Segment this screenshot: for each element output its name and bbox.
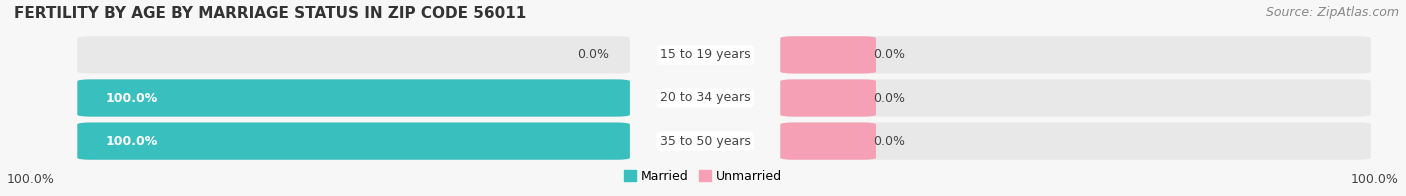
Text: 0.0%: 0.0% xyxy=(873,48,905,61)
Text: 0.0%: 0.0% xyxy=(576,48,609,61)
FancyBboxPatch shape xyxy=(77,122,630,160)
Text: 15 to 19 years: 15 to 19 years xyxy=(659,48,751,61)
Legend: Married, Unmarried: Married, Unmarried xyxy=(619,165,787,188)
FancyBboxPatch shape xyxy=(780,36,876,74)
FancyBboxPatch shape xyxy=(780,122,876,160)
Text: 0.0%: 0.0% xyxy=(873,92,905,104)
Text: Source: ZipAtlas.com: Source: ZipAtlas.com xyxy=(1265,6,1399,19)
Text: 0.0%: 0.0% xyxy=(873,135,905,148)
FancyBboxPatch shape xyxy=(77,79,630,117)
FancyBboxPatch shape xyxy=(77,79,630,117)
FancyBboxPatch shape xyxy=(780,79,876,117)
Text: 100.0%: 100.0% xyxy=(1351,173,1399,186)
FancyBboxPatch shape xyxy=(780,122,1371,160)
FancyBboxPatch shape xyxy=(77,36,630,74)
Text: 100.0%: 100.0% xyxy=(7,173,55,186)
Text: 35 to 50 years: 35 to 50 years xyxy=(659,135,751,148)
FancyBboxPatch shape xyxy=(77,122,630,160)
Text: 20 to 34 years: 20 to 34 years xyxy=(659,92,751,104)
FancyBboxPatch shape xyxy=(780,79,1371,117)
FancyBboxPatch shape xyxy=(780,36,1371,74)
Text: FERTILITY BY AGE BY MARRIAGE STATUS IN ZIP CODE 56011: FERTILITY BY AGE BY MARRIAGE STATUS IN Z… xyxy=(14,6,526,21)
Text: 100.0%: 100.0% xyxy=(105,135,157,148)
Text: 100.0%: 100.0% xyxy=(105,92,157,104)
